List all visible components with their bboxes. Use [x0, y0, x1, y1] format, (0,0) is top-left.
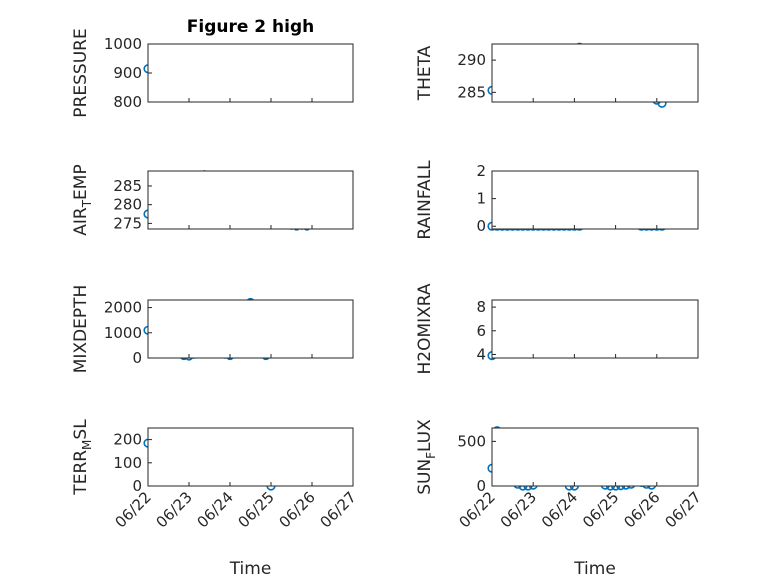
y-tick-label: 4	[476, 345, 486, 363]
subplot-2: 285 290 THETA	[415, 42, 699, 108]
chart-title: Figure 2 high	[187, 17, 315, 37]
y-tick-label: 275	[113, 214, 142, 232]
axes-frame	[491, 170, 699, 230]
y-axis-label: SUNFLUX	[415, 419, 438, 495]
axes-frame	[491, 299, 699, 359]
y-axis-label: RAINFALL	[415, 160, 435, 240]
y-tick-label: 900	[113, 64, 142, 82]
y-tick-label: 0	[132, 349, 142, 367]
subplot-8: 050006/2206/2306/2406/2506/2606/27SUNFLU…	[415, 419, 705, 579]
y-tick-label: 1000	[104, 324, 142, 342]
subplot-1: 800 900 1000 PRESSURE Figure 2 high	[71, 17, 354, 118]
y-tick-label: 285	[113, 177, 142, 195]
y-tick-label: 500	[457, 432, 486, 450]
y-tick-label: 8	[476, 298, 486, 316]
axes-frame	[147, 427, 354, 487]
x-axis-label: Time	[229, 559, 272, 579]
y-tick-label: 0	[132, 477, 142, 495]
axes-frame	[147, 43, 354, 103]
y-tick-label: 100	[113, 454, 142, 472]
subplot-5: 0 1000 2000 MIXDEPTH	[71, 285, 354, 374]
axes-frame	[147, 170, 354, 230]
axes-frame	[491, 43, 699, 103]
y-tick-label: 0	[476, 217, 486, 235]
axes-frame	[491, 427, 699, 487]
y-tick-label: 0	[476, 477, 486, 495]
y-tick-label: 2000	[104, 299, 142, 317]
y-axis-label: MIXDEPTH	[71, 285, 91, 374]
subplot-4: 0 1 2 RAINFALL	[415, 160, 699, 240]
axes-frame	[147, 299, 354, 359]
x-axis-label: Time	[573, 559, 616, 579]
y-axis-label: AIRTEMP	[71, 164, 94, 235]
y-tick-label: 6	[476, 322, 486, 340]
y-tick-label: 1	[476, 190, 486, 208]
y-axis-label: THETA	[415, 45, 435, 101]
y-tick-label: 800	[113, 93, 142, 111]
y-axis-label: H2OMIXRA	[415, 283, 435, 374]
y-tick-label: 2	[476, 162, 486, 180]
y-tick-label: 280	[113, 196, 142, 214]
y-axis-label: PRESSURE	[71, 28, 91, 117]
y-tick-label: 285	[457, 83, 486, 101]
y-axis-label: TERRMSL	[71, 419, 94, 496]
y-tick-label: 200	[113, 431, 142, 449]
y-tick-label: 290	[457, 51, 486, 69]
y-tick-label: 1000	[104, 35, 142, 53]
subplot-6: 4 6 8 H2OMIXRA	[415, 283, 699, 375]
